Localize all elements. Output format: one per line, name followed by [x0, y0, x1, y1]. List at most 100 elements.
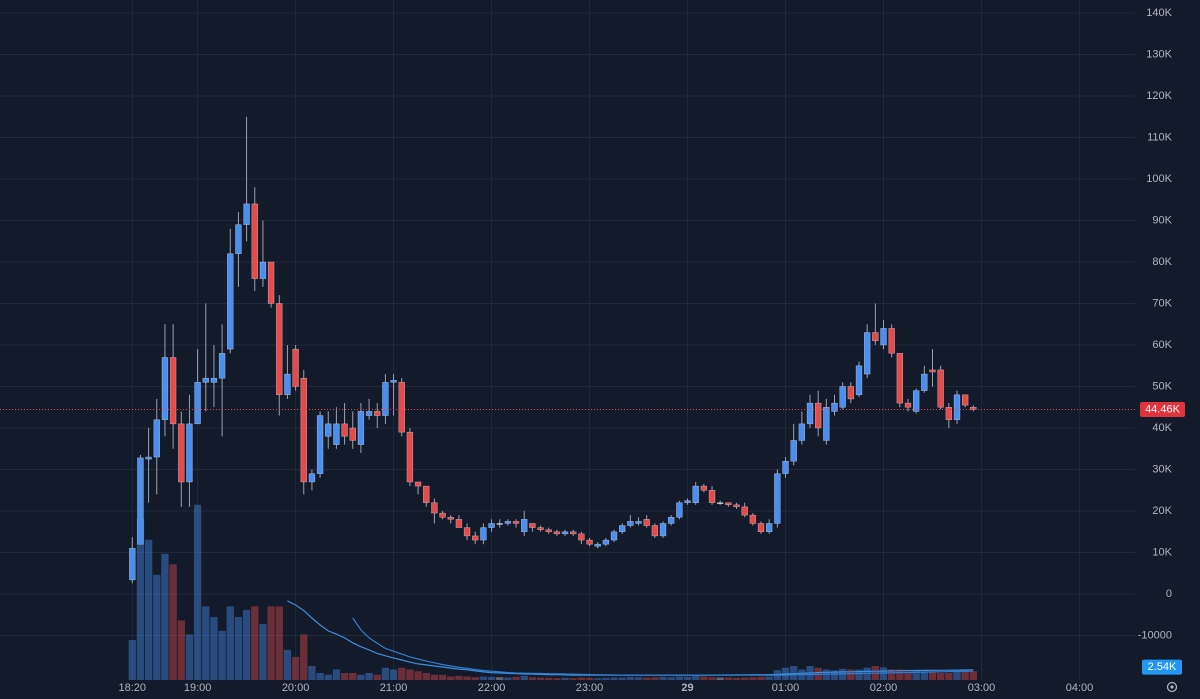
- candle-body: [872, 332, 879, 342]
- candle-body: [161, 357, 169, 420]
- candle-body: [692, 485, 699, 503]
- volume-bar: [920, 671, 929, 680]
- candle-body: [129, 548, 136, 581]
- last-price-tag: [1140, 401, 1185, 417]
- x-tick-label: 03:00: [968, 682, 996, 694]
- candle-body: [553, 531, 561, 535]
- volume-bar: [479, 676, 488, 680]
- volume-bar: [651, 677, 659, 680]
- volume-bar: [945, 672, 953, 680]
- candles: [129, 116, 977, 584]
- volume-bar: [741, 677, 749, 680]
- candle-body: [651, 525, 659, 537]
- candle-body: [349, 427, 356, 441]
- volume-bar: [242, 609, 251, 680]
- volume-bar: [447, 676, 455, 680]
- y-tick-label: 30K: [1152, 463, 1172, 475]
- candle-body: [594, 543, 601, 547]
- candle-body: [823, 407, 830, 441]
- volume-bar: [202, 606, 210, 680]
- grid: [0, 0, 1135, 680]
- y-tick-label: 20K: [1152, 505, 1172, 517]
- volume-bar: [177, 620, 185, 680]
- candle-body: [390, 380, 397, 383]
- volume-bar: [496, 677, 504, 680]
- volume-bar: [357, 674, 365, 680]
- candle-body: [455, 519, 463, 528]
- volume-tag: [1142, 659, 1182, 675]
- candle-body: [178, 423, 185, 483]
- y-tick-label: 60K: [1152, 339, 1172, 351]
- gear-ring: [1166, 681, 1178, 693]
- volume-bar: [928, 672, 937, 680]
- x-tick-label: 20:00: [282, 682, 310, 694]
- volume-bar: [585, 677, 594, 680]
- candle-body: [790, 440, 797, 462]
- volume-bar: [381, 667, 390, 680]
- volume-bar: [438, 674, 447, 680]
- volume-bar: [855, 669, 863, 680]
- volume-bar: [569, 678, 577, 680]
- candle-body: [953, 394, 961, 420]
- volume-bar: [185, 634, 194, 680]
- candle-body: [717, 502, 724, 504]
- volume-bar: [757, 676, 765, 680]
- candle-body: [292, 348, 299, 387]
- candle-body: [537, 527, 544, 530]
- volume-bar: [144, 539, 153, 680]
- candle-body: [325, 423, 332, 437]
- volume-bar: [487, 676, 496, 680]
- volume-bar: [904, 671, 912, 680]
- volume-bar: [398, 667, 406, 680]
- candle-body: [831, 402, 838, 412]
- settings-icon[interactable]: [1166, 681, 1178, 693]
- volume-bar: [332, 669, 341, 680]
- candle-body: [586, 539, 593, 545]
- volume-bar: [716, 677, 724, 680]
- candle-body: [855, 365, 863, 396]
- volume-bar: [455, 675, 463, 680]
- candle-body: [235, 224, 242, 254]
- candle-body: [757, 523, 765, 533]
- volume-bar: [267, 606, 275, 680]
- volume-bar: [545, 677, 553, 680]
- volume-bar: [536, 677, 545, 680]
- candle-body: [210, 377, 218, 383]
- candle-body: [447, 516, 454, 520]
- volume-bar: [373, 674, 381, 680]
- volume-bar: [790, 665, 798, 680]
- candle-body: [480, 527, 487, 541]
- candle-body: [814, 402, 822, 429]
- candle-body: [463, 527, 471, 537]
- volume-bar: [675, 676, 684, 680]
- y-tick-label: 110K: [1147, 131, 1173, 143]
- y-tick-label: 120K: [1146, 90, 1172, 102]
- x-tick-label: 29: [681, 682, 693, 694]
- candle-body: [627, 521, 634, 526]
- volume-bar: [724, 677, 733, 680]
- volume-bar: [765, 676, 773, 680]
- y-tick-label: 80K: [1152, 256, 1172, 268]
- candle-body: [733, 504, 740, 508]
- volume-bar: [251, 606, 259, 680]
- candle-body: [798, 423, 806, 441]
- volume-bar: [520, 675, 528, 680]
- candle-body: [414, 481, 422, 487]
- candle-body: [341, 423, 348, 437]
- candle-body: [406, 431, 414, 483]
- candle-body: [570, 531, 577, 535]
- candle-body: [765, 523, 773, 533]
- candle-body: [504, 521, 512, 524]
- volume-bar: [349, 672, 357, 680]
- x-tick-label: 19:00: [184, 682, 212, 694]
- volume-bar: [528, 677, 537, 680]
- candle-body: [561, 531, 569, 535]
- candle-body: [218, 353, 226, 379]
- candle-body: [806, 402, 814, 425]
- candle-body: [619, 525, 626, 533]
- volume-bar: [692, 675, 700, 680]
- volume-bar: [153, 574, 161, 680]
- x-tick-label: 22:00: [478, 682, 506, 694]
- volume-bar: [210, 616, 218, 680]
